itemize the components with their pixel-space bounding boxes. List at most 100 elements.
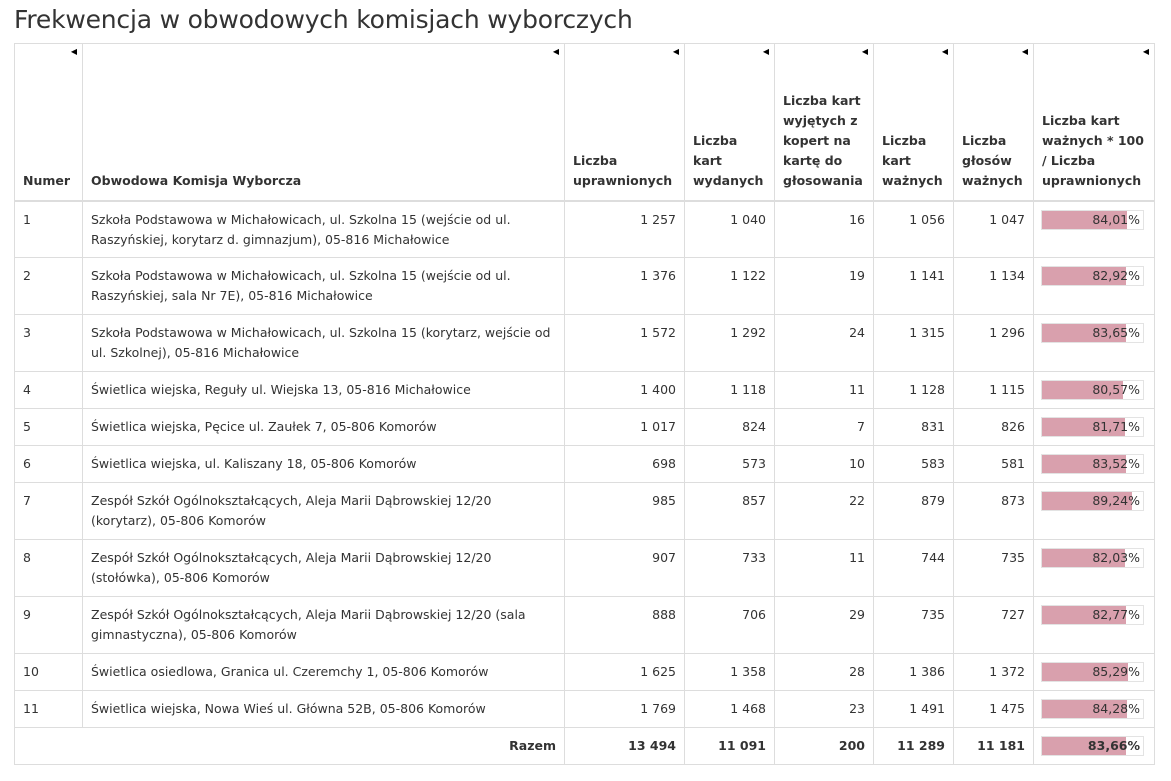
- table-row: 1 Szkoła Podstawowa w Michałowicach, ul. …: [14, 200, 1155, 258]
- col-header-uprawnionych[interactable]: ◀ Liczba uprawnionych: [564, 43, 685, 202]
- row-turnout: 81,71%: [1033, 408, 1155, 446]
- row-valid-votes: 1 296: [953, 314, 1034, 372]
- turnout-bar-fill: [1042, 267, 1126, 285]
- turnout-bar: 82,92%: [1041, 266, 1144, 286]
- sort-arrow-icon[interactable]: ◀: [861, 47, 868, 56]
- turnout-bar: 81,71%: [1041, 417, 1144, 437]
- row-eligible: 1 625: [564, 653, 685, 691]
- turnout-bar-fill: [1042, 492, 1133, 510]
- row-commission-name: Świetlica wiejska, Nowa Wieś ul. Główna …: [82, 690, 565, 728]
- row-valid-votes: 1 372: [953, 653, 1034, 691]
- row-valid-cards: 744: [873, 539, 954, 597]
- row-eligible: 907: [564, 539, 685, 597]
- col-header-wyjetych[interactable]: ◀ Liczba kart wyjętych z kopert na kartę …: [774, 43, 874, 202]
- row-number: 1: [14, 200, 83, 258]
- col-header-numer[interactable]: ◀ Numer: [14, 43, 83, 202]
- row-turnout: 82,92%: [1033, 257, 1155, 315]
- table-row: 9 Zespół Szkół Ogólnokształcących, Aleja …: [14, 596, 1155, 654]
- turnout-bar-fill: [1042, 663, 1129, 681]
- turnout-percent: 82,92%: [1092, 268, 1140, 283]
- turnout-bar: 83,65%: [1041, 323, 1144, 343]
- row-turnout: 83,65%: [1033, 314, 1155, 372]
- sort-arrow-icon[interactable]: ◀: [70, 47, 77, 56]
- row-issued: 1 468: [684, 690, 775, 728]
- row-eligible: 1 400: [564, 371, 685, 409]
- row-commission-name: Szkoła Podstawowa w Michałowicach, ul. S…: [82, 314, 565, 372]
- row-valid-cards: 1 128: [873, 371, 954, 409]
- sort-arrow-icon[interactable]: ◀: [672, 47, 679, 56]
- row-eligible: 888: [564, 596, 685, 654]
- row-valid-cards: 1 491: [873, 690, 954, 728]
- total-valid-cards: 11 289: [873, 727, 954, 765]
- turnout-bar-fill: [1042, 549, 1125, 567]
- table-row: 10 Świetlica osiedlowa, Granica ul. Czere…: [14, 653, 1155, 691]
- row-issued: 706: [684, 596, 775, 654]
- row-commission-name: Świetlica wiejska, Pęcice ul. Zaułek 7, …: [82, 408, 565, 446]
- turnout-percent: 82,03%: [1092, 550, 1140, 565]
- col-header-glosow-waznych[interactable]: ◀ Liczba głosów ważnych: [953, 43, 1034, 202]
- row-taken-out: 24: [774, 314, 874, 372]
- turnout-bar-fill: [1042, 737, 1127, 755]
- turnout-percent: 80,57%: [1092, 382, 1140, 397]
- turnout-bar-fill: [1042, 418, 1125, 436]
- row-number: 9: [14, 596, 83, 654]
- col-header-frekwencja[interactable]: ◀ Liczba kart ważnych * 100 / Liczba upra…: [1033, 43, 1155, 202]
- turnout-percent: 89,24%: [1092, 493, 1140, 508]
- turnout-bar-fill: [1042, 455, 1127, 473]
- turnout-bar-fill: [1042, 700, 1128, 718]
- row-number: 10: [14, 653, 83, 691]
- turnout-table: ◀ Numer ◀ Obwodowa Komisja Wyborcza ◀ Liczb…: [14, 43, 1155, 765]
- turnout-bar: 80,57%: [1041, 380, 1144, 400]
- row-eligible: 698: [564, 445, 685, 483]
- turnout-percent: 85,29%: [1092, 664, 1140, 679]
- row-valid-cards: 831: [873, 408, 954, 446]
- row-number: 6: [14, 445, 83, 483]
- sort-arrow-icon[interactable]: ◀: [552, 47, 559, 56]
- row-number: 5: [14, 408, 83, 446]
- col-header-komisja[interactable]: ◀ Obwodowa Komisja Wyborcza: [82, 43, 565, 202]
- table-row: 2 Szkoła Podstawowa w Michałowicach, ul. …: [14, 257, 1155, 315]
- row-issued: 1 292: [684, 314, 775, 372]
- row-valid-cards: 583: [873, 445, 954, 483]
- turnout-percent: 83,52%: [1092, 456, 1140, 471]
- total-eligible: 13 494: [564, 727, 685, 765]
- col-header-kart-waznych[interactable]: ◀ Liczba kart ważnych: [873, 43, 954, 202]
- turnout-bar: 83,66%: [1041, 736, 1144, 756]
- turnout-bar: 82,77%: [1041, 605, 1144, 625]
- turnout-percent: 84,28%: [1092, 701, 1140, 716]
- row-issued: 857: [684, 482, 775, 540]
- row-valid-votes: 1 475: [953, 690, 1034, 728]
- row-valid-cards: 735: [873, 596, 954, 654]
- row-eligible: 1 572: [564, 314, 685, 372]
- col-header-wydanych[interactable]: ◀ Liczba kart wydanych: [684, 43, 775, 202]
- table-row: 11 Świetlica wiejska, Nowa Wieś ul. Główn…: [14, 690, 1155, 728]
- table-row: 6 Świetlica wiejska, ul. Kaliszany 18, 05…: [14, 445, 1155, 483]
- row-valid-votes: 581: [953, 445, 1034, 483]
- row-eligible: 1 017: [564, 408, 685, 446]
- row-taken-out: 22: [774, 482, 874, 540]
- total-label: Razem: [14, 727, 565, 765]
- row-valid-cards: 879: [873, 482, 954, 540]
- row-eligible: 1 769: [564, 690, 685, 728]
- row-valid-cards: 1 056: [873, 200, 954, 258]
- row-issued: 573: [684, 445, 775, 483]
- row-eligible: 1 376: [564, 257, 685, 315]
- row-valid-votes: 1 115: [953, 371, 1034, 409]
- turnout-percent: 81,71%: [1092, 419, 1140, 434]
- sort-arrow-icon[interactable]: ◀: [762, 47, 769, 56]
- row-commission-name: Zespół Szkół Ogólnokształcących, Aleja M…: [82, 482, 565, 540]
- row-issued: 1 358: [684, 653, 775, 691]
- row-turnout: 84,28%: [1033, 690, 1155, 728]
- table-row: 7 Zespół Szkół Ogólnokształcących, Aleja …: [14, 482, 1155, 540]
- row-taken-out: 19: [774, 257, 874, 315]
- sort-arrow-icon[interactable]: ◀: [941, 47, 948, 56]
- turnout-bar: 84,01%: [1041, 209, 1144, 230]
- row-eligible: 1 257: [564, 200, 685, 258]
- sort-arrow-icon[interactable]: ◀: [1142, 47, 1149, 56]
- row-commission-name: Świetlica osiedlowa, Granica ul. Czeremc…: [82, 653, 565, 691]
- row-number: 3: [14, 314, 83, 372]
- turnout-bar: 82,03%: [1041, 548, 1144, 568]
- sort-arrow-icon[interactable]: ◀: [1021, 47, 1028, 56]
- row-number: 2: [14, 257, 83, 315]
- row-turnout: 85,29%: [1033, 653, 1155, 691]
